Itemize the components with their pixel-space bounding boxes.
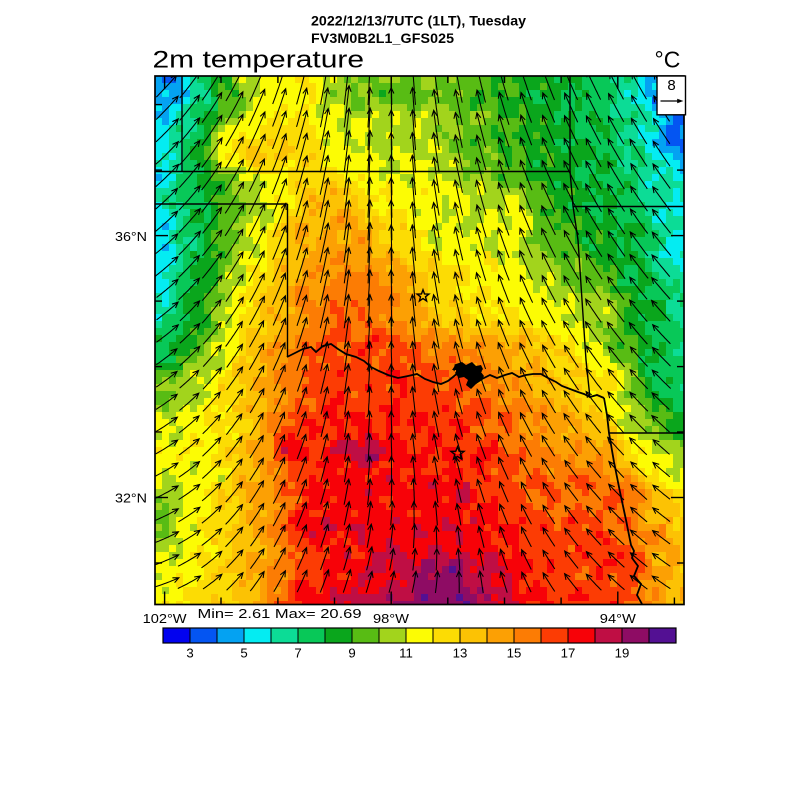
svg-text:FV3M0B2L1_GFS025: FV3M0B2L1_GFS025 xyxy=(311,31,454,47)
svg-text:36°N: 36°N xyxy=(115,229,147,244)
svg-text:5: 5 xyxy=(240,646,247,661)
svg-text:19: 19 xyxy=(615,646,630,661)
svg-text:11: 11 xyxy=(399,646,413,661)
svg-text:Min= 2.61 Max= 20.69: Min= 2.61 Max= 20.69 xyxy=(198,606,362,621)
svg-text:32°N: 32°N xyxy=(115,490,147,505)
svg-text:13: 13 xyxy=(453,646,468,661)
svg-text:17: 17 xyxy=(561,646,576,661)
svg-text:15: 15 xyxy=(507,646,522,661)
svg-text:3: 3 xyxy=(186,646,193,661)
svg-text:98°W: 98°W xyxy=(373,611,410,626)
svg-text:7: 7 xyxy=(294,646,301,661)
svg-text:9: 9 xyxy=(348,646,355,661)
svg-text:102°W: 102°W xyxy=(143,611,188,626)
svg-text:2022/12/13/7UTC (1LT), Tuesday: 2022/12/13/7UTC (1LT), Tuesday xyxy=(311,14,526,30)
svg-text:°C: °C xyxy=(655,47,681,73)
svg-text:94°W: 94°W xyxy=(600,611,637,626)
svg-text:2m temperature: 2m temperature xyxy=(153,47,365,74)
svg-text:8: 8 xyxy=(667,77,675,94)
